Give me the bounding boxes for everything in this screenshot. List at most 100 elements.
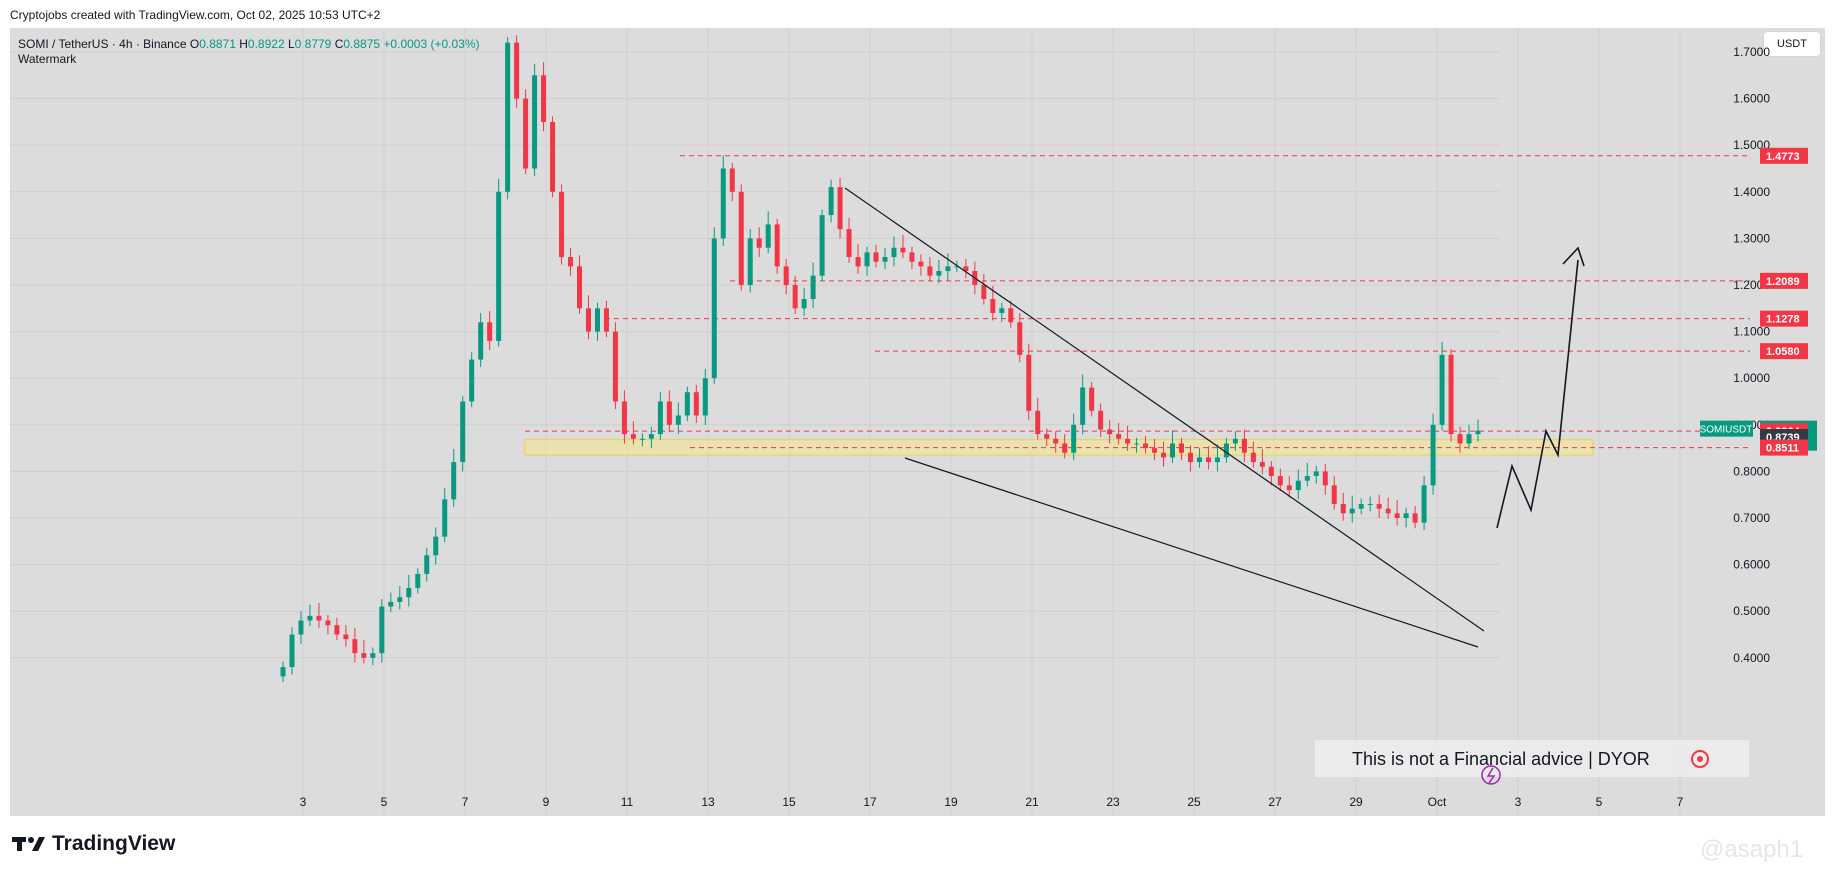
- candle-body: [433, 536, 439, 556]
- currency-button[interactable]: USDT: [1763, 31, 1821, 57]
- candle-body: [729, 168, 735, 192]
- candle-body: [603, 308, 609, 332]
- wedge-upper-line: [844, 187, 1485, 632]
- x-tick-label: 29: [1349, 795, 1363, 809]
- x-tick-label: 17: [863, 795, 877, 809]
- lightning-icon: [1481, 765, 1501, 785]
- price-label-tag: [1760, 310, 1808, 327]
- author-handle: @asaph1: [1700, 836, 1804, 863]
- target-icon: [1691, 750, 1709, 768]
- candle-body: [460, 401, 466, 463]
- candle-body: [666, 401, 672, 425]
- candle-body: [1080, 387, 1086, 425]
- candle-body: [415, 573, 421, 588]
- candle-body: [1044, 434, 1050, 439]
- price-label-tag: [1760, 343, 1808, 360]
- candle-body: [594, 308, 600, 332]
- candle-body: [550, 121, 556, 192]
- price-label-value: 0.8511: [1766, 443, 1799, 455]
- x-tick-label: 7: [1677, 795, 1684, 809]
- candle-body: [981, 285, 987, 299]
- last-price-name: SOMIUSDT: [1700, 425, 1753, 436]
- close-value: 0.8875: [343, 37, 381, 51]
- last-price-name-tag: [1700, 420, 1753, 437]
- candle-body: [1089, 387, 1095, 411]
- tradingview-logo[interactable]: TradingView: [12, 832, 175, 856]
- candle-body: [568, 257, 574, 267]
- candle-body: [397, 597, 403, 602]
- candle-body: [936, 271, 942, 276]
- candle-body: [1178, 443, 1184, 453]
- candle-body: [828, 187, 834, 216]
- candle-body: [1062, 443, 1068, 453]
- candle-body: [819, 215, 825, 276]
- candle-body: [532, 75, 538, 169]
- candle-body: [1223, 443, 1229, 458]
- candle-body: [801, 298, 807, 309]
- projection-arrowhead: [1562, 246, 1585, 267]
- candle-body: [918, 261, 924, 267]
- high-label: H: [239, 37, 248, 51]
- candle-body: [1134, 443, 1140, 445]
- low-label: L: [287, 37, 295, 51]
- candle-body: [505, 42, 511, 192]
- candle-body: [1466, 434, 1472, 444]
- candle-body: [909, 252, 915, 262]
- candle-body: [855, 257, 861, 267]
- y-tick-label: 0.6000: [1733, 558, 1770, 572]
- candle-body: [1161, 452, 1167, 458]
- candle-body: [1403, 513, 1409, 518]
- price-label-value: 1.2089: [1766, 276, 1800, 288]
- candle-body: [999, 308, 1005, 313]
- candle-body: [1143, 443, 1149, 449]
- x-tick-label: 3: [1515, 795, 1522, 809]
- candle-body: [585, 308, 591, 332]
- x-tick-label: 9: [543, 795, 550, 809]
- candle-body: [657, 401, 663, 435]
- candle-body: [289, 634, 295, 668]
- candle-body: [711, 238, 717, 379]
- candle-body: [496, 191, 502, 341]
- candle-body: [1232, 438, 1238, 444]
- candle-body: [927, 266, 933, 276]
- candle-body: [478, 322, 484, 360]
- candle-body: [1448, 354, 1454, 435]
- candle-body: [1170, 443, 1176, 458]
- candle-body: [1196, 457, 1202, 463]
- candle-body: [343, 634, 349, 640]
- candle-body: [1098, 410, 1104, 430]
- candle-body: [1439, 354, 1445, 425]
- candle-body: [1026, 354, 1032, 411]
- symbol-legend: SOMI / TetherUS · 4h · Binance O0.8871 H…: [18, 36, 480, 52]
- candle-body: [1187, 452, 1193, 463]
- candle-body: [280, 667, 286, 677]
- candle-body: [693, 392, 699, 416]
- candle-body: [720, 168, 726, 239]
- watermark-label: Watermark: [18, 52, 77, 66]
- y-tick-label: 1.0000: [1733, 371, 1770, 385]
- candle-body: [325, 620, 331, 626]
- x-tick-label: Oct: [1428, 795, 1447, 809]
- candle-body: [316, 615, 322, 621]
- candle-body: [352, 639, 358, 654]
- brand-name: TradingView: [52, 832, 176, 855]
- candle-body: [630, 434, 636, 439]
- chart-area[interactable]: [10, 28, 1825, 816]
- candle-body: [1304, 476, 1310, 481]
- candle-body: [1430, 424, 1436, 486]
- x-tick-label: 11: [621, 795, 634, 809]
- tradingview-logo-icon: [12, 837, 45, 851]
- candle-body: [756, 238, 762, 248]
- candle-body: [541, 75, 547, 122]
- candle-body: [837, 187, 843, 230]
- y-tick-label: 0.5000: [1733, 604, 1770, 618]
- y-tick-label: 1.6000: [1733, 92, 1770, 106]
- price-label-tag: [1760, 272, 1808, 289]
- x-tick-label: 27: [1268, 795, 1282, 809]
- candle-body: [451, 462, 457, 500]
- candle-body: [379, 606, 385, 654]
- candle-body: [747, 238, 753, 285]
- candle-body: [1313, 471, 1319, 477]
- candle-body: [945, 266, 951, 272]
